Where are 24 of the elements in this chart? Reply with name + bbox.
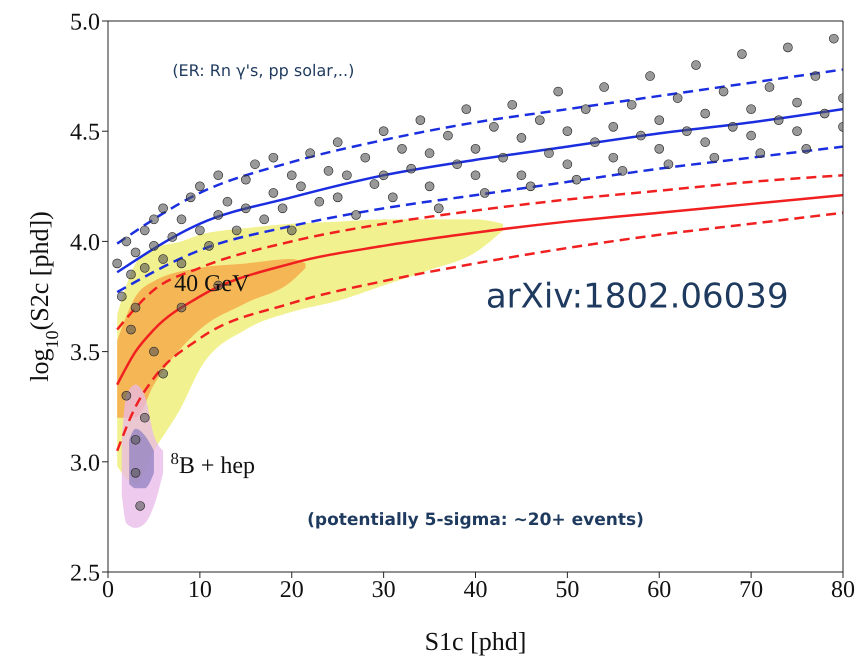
annotation: arXiv:1802.06039 <box>486 276 789 317</box>
line-series <box>116 212 843 452</box>
line-series <box>116 194 843 386</box>
y-tick-label: 3.5 <box>70 340 100 366</box>
line-series <box>116 174 843 331</box>
line-series <box>116 108 843 274</box>
x-tick-label: 60 <box>647 577 672 604</box>
y-tick-label: 4.0 <box>70 230 100 256</box>
x-tick-label: 30 <box>372 577 396 604</box>
x-tick-label: 0 <box>102 577 114 604</box>
y-tick-label: 5.0 <box>70 10 100 36</box>
x-tick-label: 50 <box>555 577 580 604</box>
x-tick-label: 70 <box>739 577 764 604</box>
x-tick-label: 80 <box>831 577 855 604</box>
y-tick-label: 2.5 <box>70 560 100 587</box>
x-tick-label: 20 <box>280 577 304 604</box>
x-tick-label: 40 <box>464 577 488 604</box>
annotation: (ER: Rn γ's, pp solar,..) <box>172 61 354 80</box>
y-tick-label: 3.0 <box>70 450 100 476</box>
y-tick-label: 4.5 <box>70 120 100 146</box>
x-axis-title: S1c [phd] <box>424 627 526 656</box>
x-tick-label: 10 <box>188 577 212 604</box>
annotation: $^{8}$B + hep <box>170 448 256 479</box>
annotation: (potentially 5-sigma: ~20+ events) <box>307 510 644 530</box>
